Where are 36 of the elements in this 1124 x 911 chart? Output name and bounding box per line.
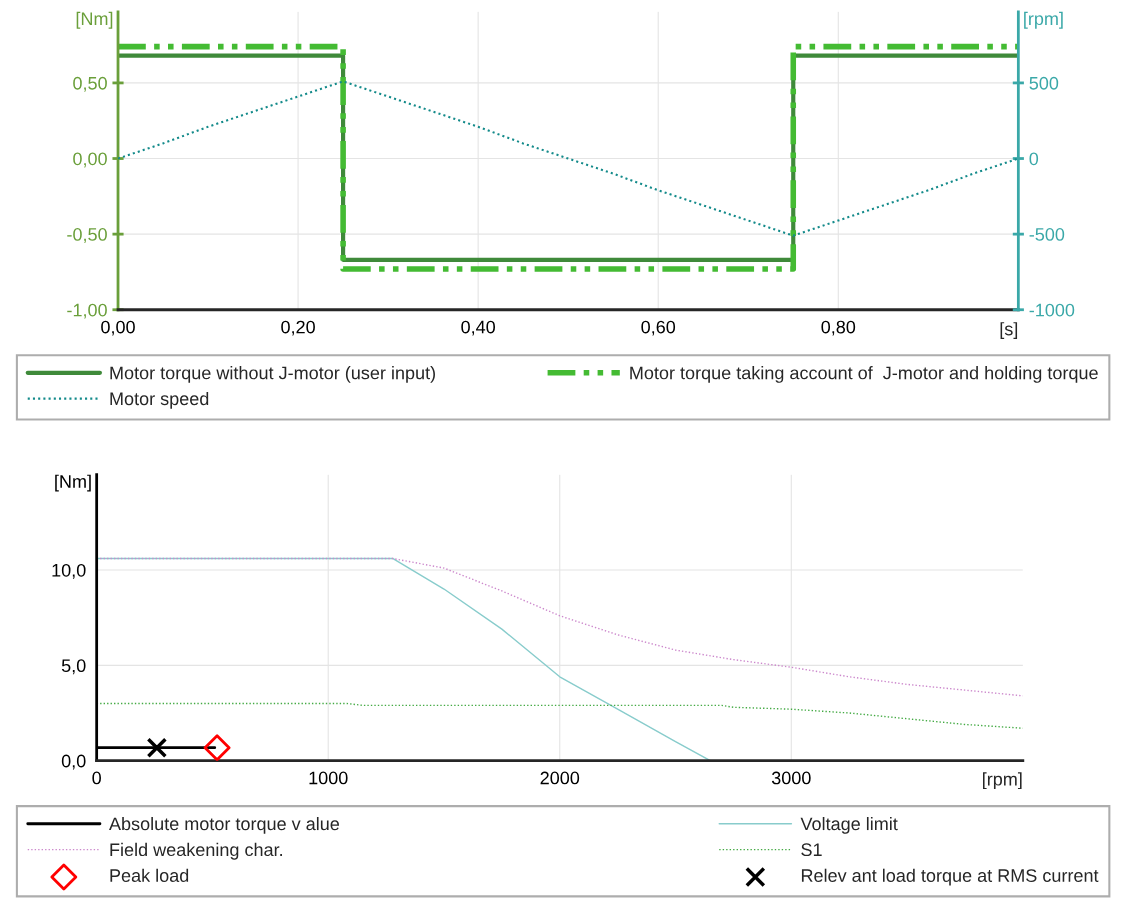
- y-tick-label: 0,50: [73, 76, 107, 92]
- y-tick-label: 10,0: [52, 563, 86, 579]
- x-axis-title: [rpm]: [983, 772, 1022, 790]
- y-tick-label: 5,0: [61, 659, 86, 675]
- line-series: [96, 557, 711, 761]
- y2-tick-label: 500: [1029, 76, 1059, 90]
- x-tick-label: 0,80: [821, 320, 856, 336]
- x-tick-label: 0,00: [101, 320, 135, 336]
- x-tick-label: 0,60: [641, 320, 676, 336]
- y-axis-title: [Nm]: [55, 474, 91, 492]
- y-tick-label: 0,0: [61, 754, 86, 770]
- x-tick-label: 3000: [771, 771, 811, 785]
- x-tick-label: 0,40: [461, 320, 496, 336]
- legend-label: Motor torque taking account of J-motor and holding torque: [630, 366, 1098, 383]
- y2-tick-label: 0: [1029, 152, 1039, 166]
- x-tick-label: 2000: [540, 771, 580, 785]
- legend-label: Peak load: [110, 868, 189, 882]
- x-axis-title: [s]: [1000, 322, 1018, 340]
- legend-label: Motor torque without J-motor (user input): [110, 366, 435, 383]
- y-axis-title: [Nm]: [76, 11, 113, 29]
- y-tick-label: -0,50: [67, 228, 107, 243]
- y2-tick-label: -1000: [1029, 303, 1075, 317]
- legend-label: Relev ant load torque at RMS current: [801, 868, 1099, 886]
- legend-label: Motor speed: [110, 391, 209, 409]
- legend-label: Field weakening char.: [110, 842, 282, 860]
- legend-label: Absolute motor torque v alue: [109, 816, 340, 834]
- x-tick-label: 1000: [309, 771, 348, 785]
- y2-axis-title: [rpm]: [1024, 11, 1063, 29]
- legend-label: Voltage limit: [800, 816, 898, 834]
- y-tick-label: 0,00: [73, 152, 107, 168]
- legend-label: S1: [801, 843, 822, 857]
- y-tick-label: -1,00: [67, 303, 107, 319]
- y2-tick-label: -500: [1029, 228, 1065, 241]
- x-tick-label: 0: [92, 771, 101, 785]
- x-tick-label: 0,20: [281, 320, 315, 336]
- line-series: [118, 80, 1019, 237]
